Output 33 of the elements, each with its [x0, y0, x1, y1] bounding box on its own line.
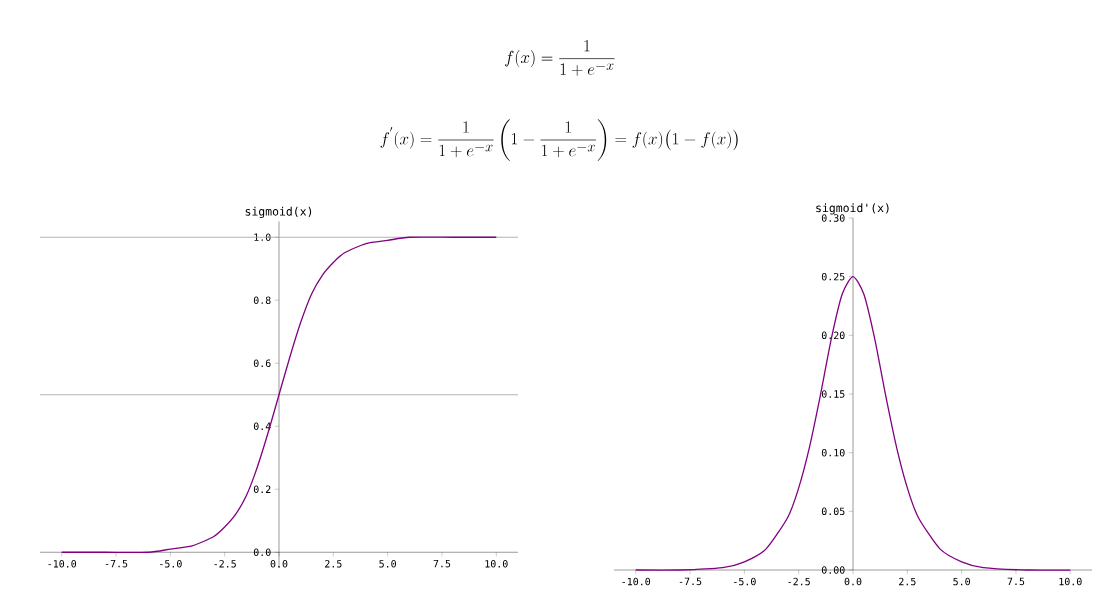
y-tick-label: 0.10 [821, 448, 845, 457]
x-tick-label: -5.0 [734, 577, 756, 586]
y-tick-label: 0.0 [253, 548, 271, 557]
y-tick-label: 0.8 [253, 296, 271, 305]
x-tick-label: 5.0 [953, 577, 970, 586]
y-tick-label: 0.15 [821, 390, 845, 398]
x-tick-label: 2.5 [899, 577, 916, 586]
x-tick-label: -5.0 [160, 560, 182, 568]
chart-title: sigmoid'(x) [816, 203, 889, 215]
text: $f(x) = \frac{1}{1+e^{-x}}$ [505, 39, 615, 76]
text: $f^{'}(x) = \frac{1}{1+e^{-x}}\left(1-\frac{1}{1+e^{-x}}\right) = f(x)\big(1-f(x)\big)$ [380, 119, 738, 161]
x-tick-label: 2.5 [325, 560, 342, 568]
chart-title: sigmoid(x) [245, 206, 312, 218]
x-tick-label: 5.0 [379, 560, 396, 568]
x-tick-label: -2.5 [788, 577, 810, 586]
y-tick-label: 0.25 [821, 272, 845, 281]
x-tick-label: -2.5 [214, 560, 236, 568]
x-tick-label: -7.5 [679, 577, 702, 586]
y-tick-label: 0.2 [253, 485, 271, 494]
y-tick-label: 0.6 [253, 359, 271, 368]
x-tick-label: 0.0 [270, 560, 288, 568]
x-tick-label: 10.0 [485, 560, 508, 568]
y-tick-label: 1.0 [254, 233, 271, 242]
x-tick-label: 10.0 [1059, 577, 1082, 586]
y-tick-label: 0.00 [821, 566, 845, 574]
x-tick-label: -7.5 [105, 560, 128, 568]
x-tick-label: -10.0 [48, 560, 77, 568]
y-tick-label: 0.30 [821, 214, 845, 222]
x-tick-label: 7.5 [1007, 577, 1025, 586]
x-tick-label: -10.0 [622, 577, 651, 586]
x-tick-label: 0.0 [844, 577, 862, 586]
y-tick-label: 0.05 [821, 507, 845, 516]
x-tick-label: 7.5 [433, 560, 451, 568]
